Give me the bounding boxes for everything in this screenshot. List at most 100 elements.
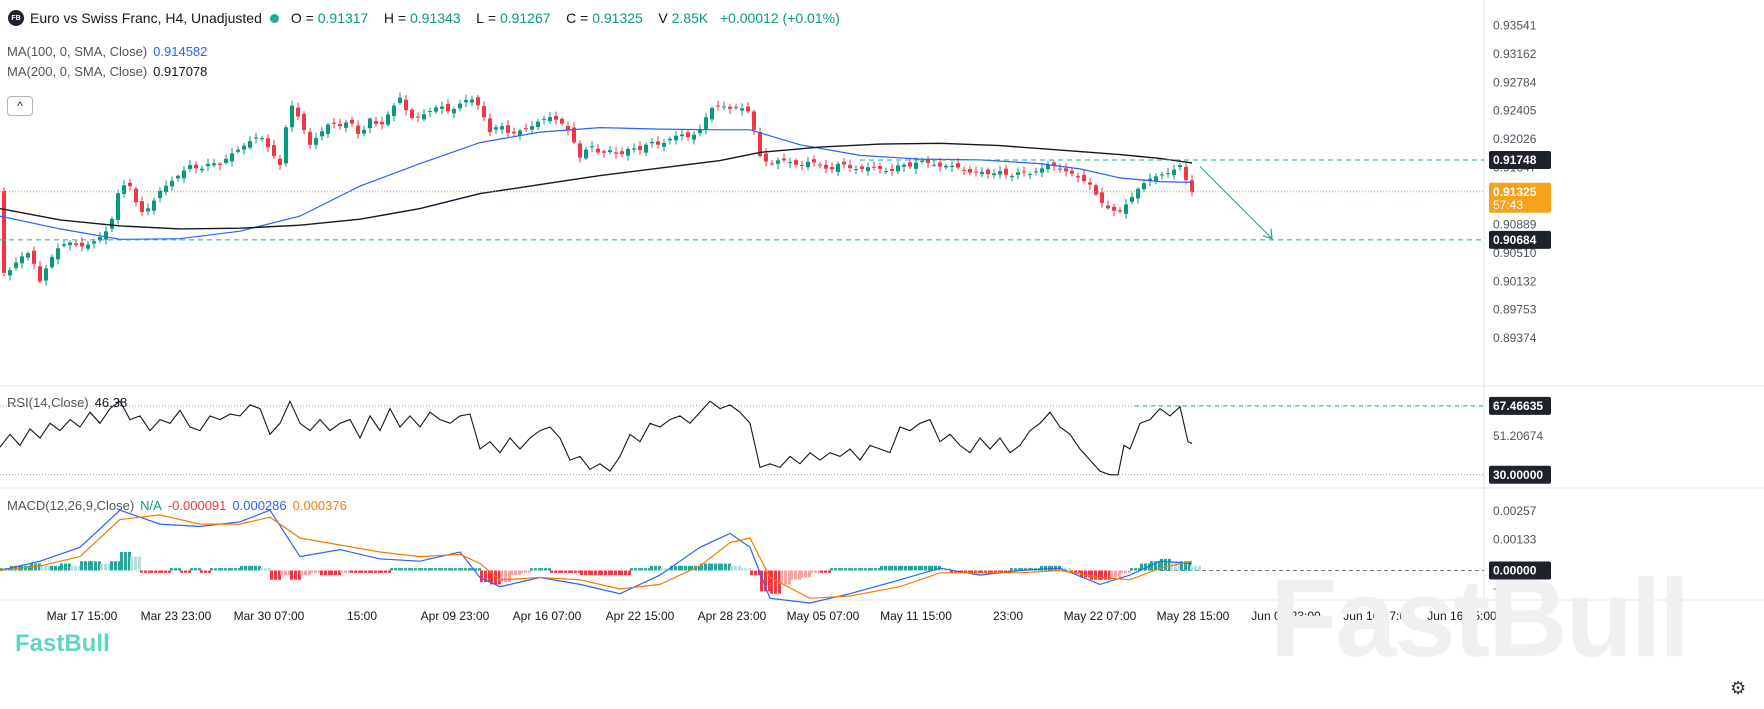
ohlc-open-label: O [290,10,302,26]
ma100-label: MA(100, 0, SMA, Close) [7,44,148,59]
macd-histogram-bar [564,570,567,573]
candle-body [998,171,1002,175]
candle-body [422,114,426,120]
macd-histogram-bar [1100,570,1103,580]
collapse-legend-button[interactable]: ^ [7,96,33,116]
candle-body [500,126,504,130]
candle-body [56,248,60,260]
time-tick-label: May 05 07:00 [787,609,860,623]
candle-body [704,117,708,130]
candle-body [656,141,660,145]
time-tick-label: May 11 15:00 [880,609,952,623]
macd-histogram-bar [624,570,627,576]
candle-body [764,153,768,162]
candle-body [866,167,870,172]
macd-histogram-bar [1090,570,1093,580]
macd-histogram-bar [928,565,931,571]
candle-body [182,170,186,179]
macd-histogram-bar [28,565,31,571]
candle-body [734,106,738,108]
macd-histogram-bar [720,563,723,571]
macd-histogram-bar [560,570,563,573]
ma200-legend[interactable]: MA(200, 0, SMA, Close) 0.917078 [7,64,213,79]
candle-body [926,159,930,163]
macd-histogram-bar [828,570,831,573]
macd-histogram-bar [80,561,83,571]
rsi-legend[interactable]: RSI(14,Close) 46.38 [7,395,133,410]
candle-body [218,163,222,166]
macd-histogram-bar [898,565,901,571]
candle-body [512,131,516,134]
macd-histogram-bar [380,570,383,573]
candle-body [104,231,108,240]
symbol-title[interactable]: Euro vs Swiss Franc, H4, Unadjusted [30,10,262,26]
macd-histogram-bar [548,568,551,571]
candle-body [626,148,630,156]
macd-histogram-bar [474,568,477,571]
macd-histogram-bar [748,568,751,571]
candle-body [842,161,846,165]
macd-histogram-bar [264,568,267,571]
time-tick-label: May 28 15:00 [1157,609,1230,623]
candle-body [1082,174,1086,182]
candle-body [758,131,762,157]
gear-icon[interactable]: ⚙ [1730,678,1747,698]
macd-histogram-bar [680,565,683,571]
macd-histogram-bar [148,570,151,573]
macd-histogram-bar [104,563,107,571]
macd-histogram-bar [800,570,803,578]
candle-body [806,161,810,168]
macd-histogram-bar [218,568,221,571]
macd-histogram-bar [1158,561,1161,571]
macd-histogram-bar [610,570,613,576]
macd-histogram-bar [194,568,197,571]
macd-histogram-bar [710,563,713,571]
ohlc-low-label: L [476,10,484,26]
candle-body [266,138,270,148]
ma100-legend[interactable]: MA(100, 0, SMA, Close) 0.914582 [7,44,213,59]
candle-body [674,135,678,141]
macd-histogram-bar [1084,570,1087,578]
price-level-tag-label: 0.91748 [1493,153,1537,167]
macd-histogram-bar [844,568,847,571]
candle-body [740,108,744,111]
candle-body [914,162,918,169]
macd-histogram-bar [438,568,441,571]
candle-body [638,146,642,151]
candle-body [644,144,648,153]
macd-histogram-bar [460,568,463,571]
candle-body [320,131,324,137]
macd-histogram-bar [934,565,937,571]
ma200-value: 0.917078 [153,64,208,79]
candle-body [1184,166,1188,181]
price-change: +0.00012 (+0.01%) [719,10,840,26]
candle-body [728,106,732,109]
macd-histogram-bar [458,568,461,571]
candle-body [620,151,624,155]
volume-value: 2.85K [671,10,709,26]
candle-body [356,125,360,134]
candle-body [662,142,666,147]
price-tick-label: 0.89374 [1493,331,1537,345]
time-tick-label: Apr 28 23:00 [698,609,767,623]
macd-histogram-bar [1110,570,1113,578]
candle-body [560,118,564,124]
candle-body [1010,175,1014,178]
macd-histogram-bar [670,565,673,571]
candle-body [1052,162,1056,167]
macd-histogram-bar [1178,561,1181,571]
macd-histogram-bar [270,570,273,580]
candle-body [32,250,36,264]
macd-histogram-bar [824,570,827,573]
candle-body [884,171,888,173]
macd-histogram-bar [210,568,213,571]
candle-body [38,266,42,282]
macd-legend[interactable]: MACD(12,26,9,Close) N/A -0.000091 0.000286 0… [7,498,353,513]
candle-body [776,160,780,164]
macd-histogram-bar [1094,570,1097,580]
candle-body [788,162,792,164]
candle-body [476,97,480,106]
macd-histogram-bar [930,565,933,571]
macd-histogram-bar [730,565,733,571]
